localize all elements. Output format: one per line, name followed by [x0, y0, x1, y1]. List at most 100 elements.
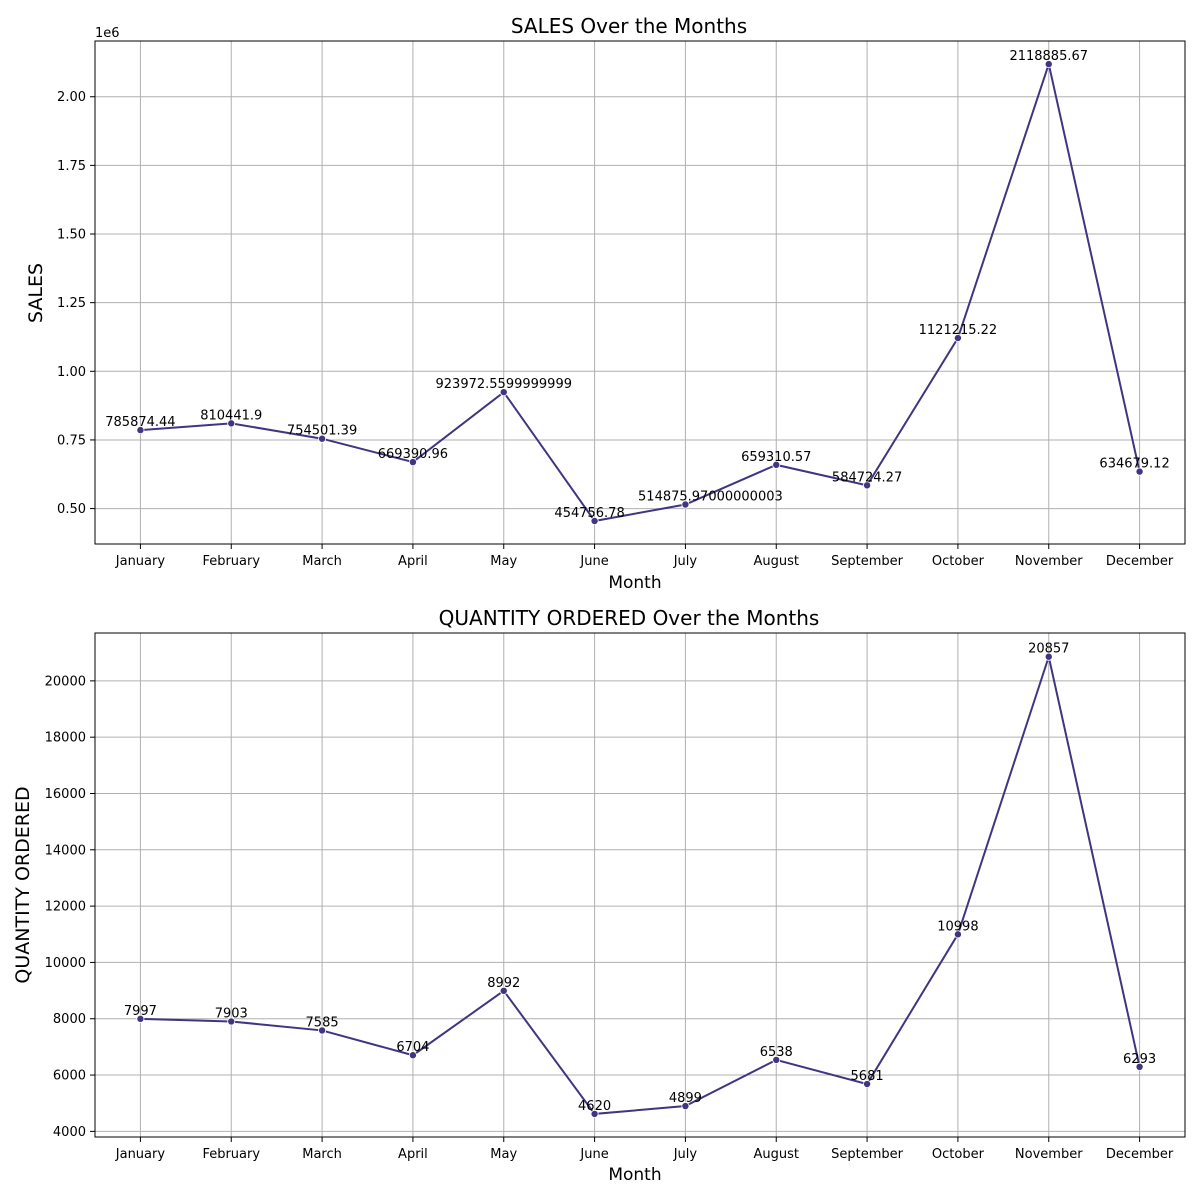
quantity-data-label: 6704: [396, 1040, 429, 1055]
quantity-y-tick-label: 14000: [45, 843, 86, 858]
sales-x-tick-label: June: [579, 554, 608, 569]
quantity-data-label: 4620: [578, 1099, 611, 1114]
sales-data-label: 514875.97000000003: [638, 489, 783, 504]
quantity-data-point: [590, 1109, 599, 1118]
sales-x-tick-label: November: [1015, 554, 1083, 569]
sales-data-label: 2118885.67: [1009, 49, 1088, 64]
sales-data-label: 454756.78: [554, 506, 624, 521]
sales-data-point: [227, 419, 236, 428]
sales-y-axis-label: SALES: [25, 263, 47, 323]
sales-data-point: [863, 481, 872, 490]
sales-data-point: [953, 334, 962, 343]
sales-x-tick-label: April: [398, 554, 428, 569]
sales-y-tick-label: 1.00: [57, 365, 86, 380]
sales-data-label: 584724.27: [832, 470, 902, 485]
sales-plot-frame: [94, 40, 1186, 545]
quantity-y-tick-label: 18000: [45, 731, 86, 746]
quantity-x-tick-label: January: [115, 1147, 166, 1162]
sales-data-label: 659310.57: [741, 450, 811, 465]
sales-data-label: 785874.44: [105, 415, 175, 430]
sales-data-point: [136, 426, 145, 435]
quantity-x-tick-label: May: [490, 1147, 517, 1162]
quantity-x-tick-label: August: [754, 1147, 800, 1162]
quantity-y-tick-label: 4000: [53, 1125, 86, 1140]
quantity-y-tick-label: 16000: [45, 787, 86, 802]
quantity-x-axis-label: Month: [608, 1165, 661, 1185]
quantity-y-tick-label: 8000: [53, 1012, 86, 1027]
quantity-data-point: [499, 986, 508, 995]
quantity-chart: QUANTITY ORDERED Over the Months Month Q…: [12, 606, 1186, 1185]
sales-data-point: [499, 388, 508, 397]
sales-x-tick-label: January: [115, 554, 166, 569]
sales-y-tick-label: 1.75: [57, 159, 86, 174]
quantity-data-point: [408, 1051, 417, 1060]
sales-x-tick-label: March: [302, 554, 342, 569]
quantity-data-label: 5681: [851, 1069, 884, 1084]
quantity-data-label: 20857: [1028, 642, 1069, 657]
quantity-data-point: [953, 930, 962, 939]
quantity-data-label: 4899: [669, 1091, 702, 1106]
sales-y-offset-label: 1e6: [95, 26, 120, 41]
quantity-data-label: 7585: [306, 1015, 339, 1030]
quantity-plot-frame: [94, 632, 1186, 1138]
sales-data-point: [408, 458, 417, 467]
quantity-x-tick-label: July: [673, 1147, 698, 1162]
sales-data-label: 923972.5599999999: [436, 377, 572, 392]
sales-x-axis-label: Month: [608, 573, 661, 593]
quantity-data-point: [318, 1026, 327, 1035]
sales-data-point: [590, 517, 599, 526]
quantity-data-point: [863, 1080, 872, 1089]
sales-data-point: [1135, 467, 1144, 476]
quantity-plot-area: 4000 6000 8000 10000 12000 14000 16000 18000 200…: [45, 632, 1186, 1162]
sales-x-tick-label: September: [831, 554, 904, 569]
quantity-data-label: 8992: [487, 976, 520, 991]
quantity-data-point: [1044, 652, 1053, 661]
sales-data-point: [681, 500, 690, 509]
quantity-chart-title: QUANTITY ORDERED Over the Months: [439, 606, 820, 630]
quantity-data-point: [136, 1014, 145, 1023]
quantity-data-point: [227, 1017, 236, 1026]
quantity-y-axis-label: QUANTITY ORDERED: [12, 786, 34, 983]
quantity-x-tick-label: April: [398, 1147, 428, 1162]
sales-y-tick-label: 1.25: [57, 296, 86, 311]
quantity-x-tick-label: June: [579, 1147, 608, 1162]
sales-x-tick-label: December: [1106, 554, 1174, 569]
sales-series-line: [140, 60, 1141, 523]
quantity-x-tick-label: October: [932, 1147, 985, 1162]
sales-data-label: 669390.96: [378, 447, 448, 462]
sales-data-label: 810441.9: [200, 408, 262, 423]
sales-x-tick-label: May: [490, 554, 517, 569]
sales-data-label: 754501.39: [287, 424, 357, 439]
sales-y-tick-label: 0.50: [57, 502, 86, 517]
sales-x-tick-label: February: [202, 554, 260, 569]
sales-x-tick-label: July: [673, 554, 698, 569]
quantity-x-tick-label: September: [831, 1147, 904, 1162]
quantity-y-tick-label: 6000: [53, 1069, 86, 1084]
quantity-series-line: [140, 652, 1141, 1115]
quantity-data-point: [772, 1055, 781, 1064]
quantity-data-label: 6293: [1123, 1052, 1156, 1067]
sales-plot-area: 0.50 0.75 1.00 1.25 1.50 1.75 2.00 January Febru…: [57, 40, 1186, 569]
sales-x-tick-label: October: [932, 554, 985, 569]
sales-y-tick-label: 2.00: [57, 90, 86, 105]
quantity-data-label: 6538: [760, 1045, 793, 1060]
sales-data-point: [1044, 60, 1053, 69]
sales-data-point: [772, 460, 781, 469]
sales-data-label: 634679.12: [1099, 457, 1169, 472]
quantity-data-point: [681, 1102, 690, 1111]
quantity-data-label: 7997: [124, 1004, 157, 1019]
quantity-data-label: 7903: [215, 1006, 248, 1021]
quantity-x-tick-label: December: [1106, 1147, 1174, 1162]
sales-data-label: 1121215.22: [919, 323, 998, 338]
sales-y-tick-label: 0.75: [57, 433, 86, 448]
sales-chart: SALES Over the Months 1e6 Month SALES 0.…: [25, 14, 1186, 593]
sales-x-tick-label: August: [754, 554, 800, 569]
quantity-x-tick-label: March: [302, 1147, 342, 1162]
quantity-data-label: 10998: [937, 919, 978, 934]
sales-y-tick-label: 1.50: [57, 228, 86, 243]
sales-data-point: [318, 434, 327, 443]
sales-chart-title: SALES Over the Months: [511, 14, 747, 38]
quantity-data-point: [1135, 1062, 1144, 1071]
quantity-y-tick-label: 20000: [45, 674, 86, 689]
